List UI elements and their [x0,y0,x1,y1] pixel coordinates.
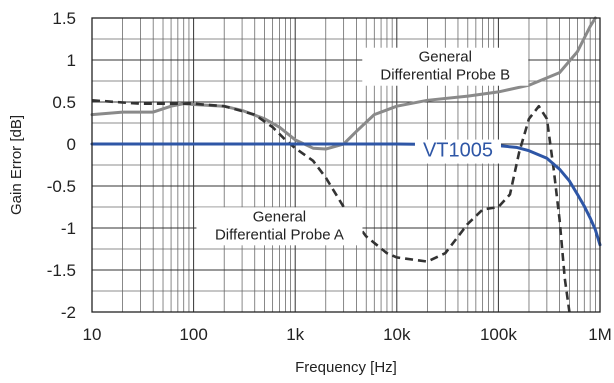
annotation-label: VT1005 [423,140,493,162]
series-line-1 [91,99,571,313]
annotation-background [414,139,501,164]
y-tick-labels: 1.5 1 0.5 0 -0.5 -1 -1.5 -2 [47,9,76,322]
y-axis-title: Gain Error [dB] [8,115,25,215]
y-tick-label: 1 [67,51,76,70]
annotation-label: Differential Probe A [215,226,344,243]
x-tick-label: 10 [83,325,102,344]
x-tick-label: 1k [286,325,304,344]
x-tick-label: 10k [383,325,411,344]
y-tick-label: -0.5 [47,177,76,196]
x-axis-title: Frequency [Hz] [295,359,397,376]
x-tick-label: 1M [588,325,612,344]
series-line-0 [90,142,602,247]
data-series [90,16,602,313]
annotation-label: General [419,49,472,66]
annotation-label: Differential Probe B [380,67,510,84]
annotation-label: General [253,208,306,225]
y-tick-label: -1 [61,219,76,238]
plot-frame [91,17,601,313]
annotation-background [196,207,363,246]
x-tick-labels: 10 100 1k 10k 100k 1M [83,325,612,344]
y-tick-label: -2 [61,303,76,322]
y-tick-label: 0 [67,135,76,154]
y-tick-label: -1.5 [47,261,76,280]
y-tick-label: 0.5 [52,93,76,112]
x-tick-label: 100 [179,325,207,344]
x-tick-label: 100k [480,325,517,344]
y-tick-label: 1.5 [52,9,76,28]
minor-gridlines [92,18,600,312]
annotation-background [362,47,529,86]
